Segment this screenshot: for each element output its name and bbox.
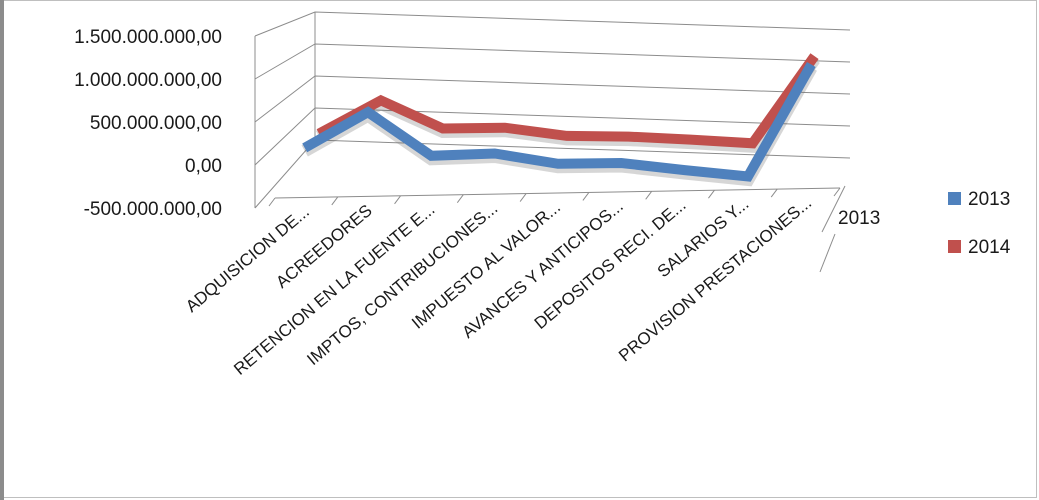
x-tick-mark: [708, 189, 715, 199]
y-tick-label: 1.000.000.000,00: [74, 70, 222, 91]
depth-axis-label: 2013: [838, 208, 880, 229]
x-tick-mark: [645, 191, 653, 200]
side-edge: [821, 185, 846, 233]
axes: [254, 12, 846, 273]
x-tick-mark: [519, 193, 527, 202]
x-tick-mark: [770, 188, 778, 198]
gridline: [254, 43, 851, 80]
x-tick-mark: [394, 195, 401, 205]
side-edge: [819, 233, 836, 273]
y-tick-label: 1.500.000.000,00: [74, 27, 222, 48]
legend: 2013 2014: [948, 189, 1011, 258]
y-tick-label: -500.000.000,00: [84, 199, 222, 220]
gridline: [254, 11, 851, 37]
legend-swatch-2013: [948, 192, 961, 205]
x-tick-mark: [833, 187, 841, 197]
x-tick-mark: [268, 197, 276, 207]
y-tick-label: 500.000.000,00: [90, 113, 222, 134]
legend-swatch-2014: [948, 240, 961, 253]
series-lines: [301, 53, 820, 187]
depth-axis: 2013: [838, 208, 880, 229]
gridlines: [254, 11, 851, 209]
series-2013-line: [302, 62, 816, 182]
y-axis-ticks: 1.500.000.000,00 1.000.000.000,00 500.000.…: [74, 27, 222, 220]
x-tick-mark: [331, 196, 339, 206]
legend-label-2014: 2014: [968, 237, 1011, 258]
x-tick-mark: [582, 192, 590, 201]
x-tick-mark: [456, 194, 464, 203]
y-tick-label: 0,00: [185, 156, 222, 177]
legend-label-2013: 2013: [968, 189, 1010, 210]
floor-front-edge: [274, 187, 841, 199]
frame-left-edge: [0, 0, 4, 500]
